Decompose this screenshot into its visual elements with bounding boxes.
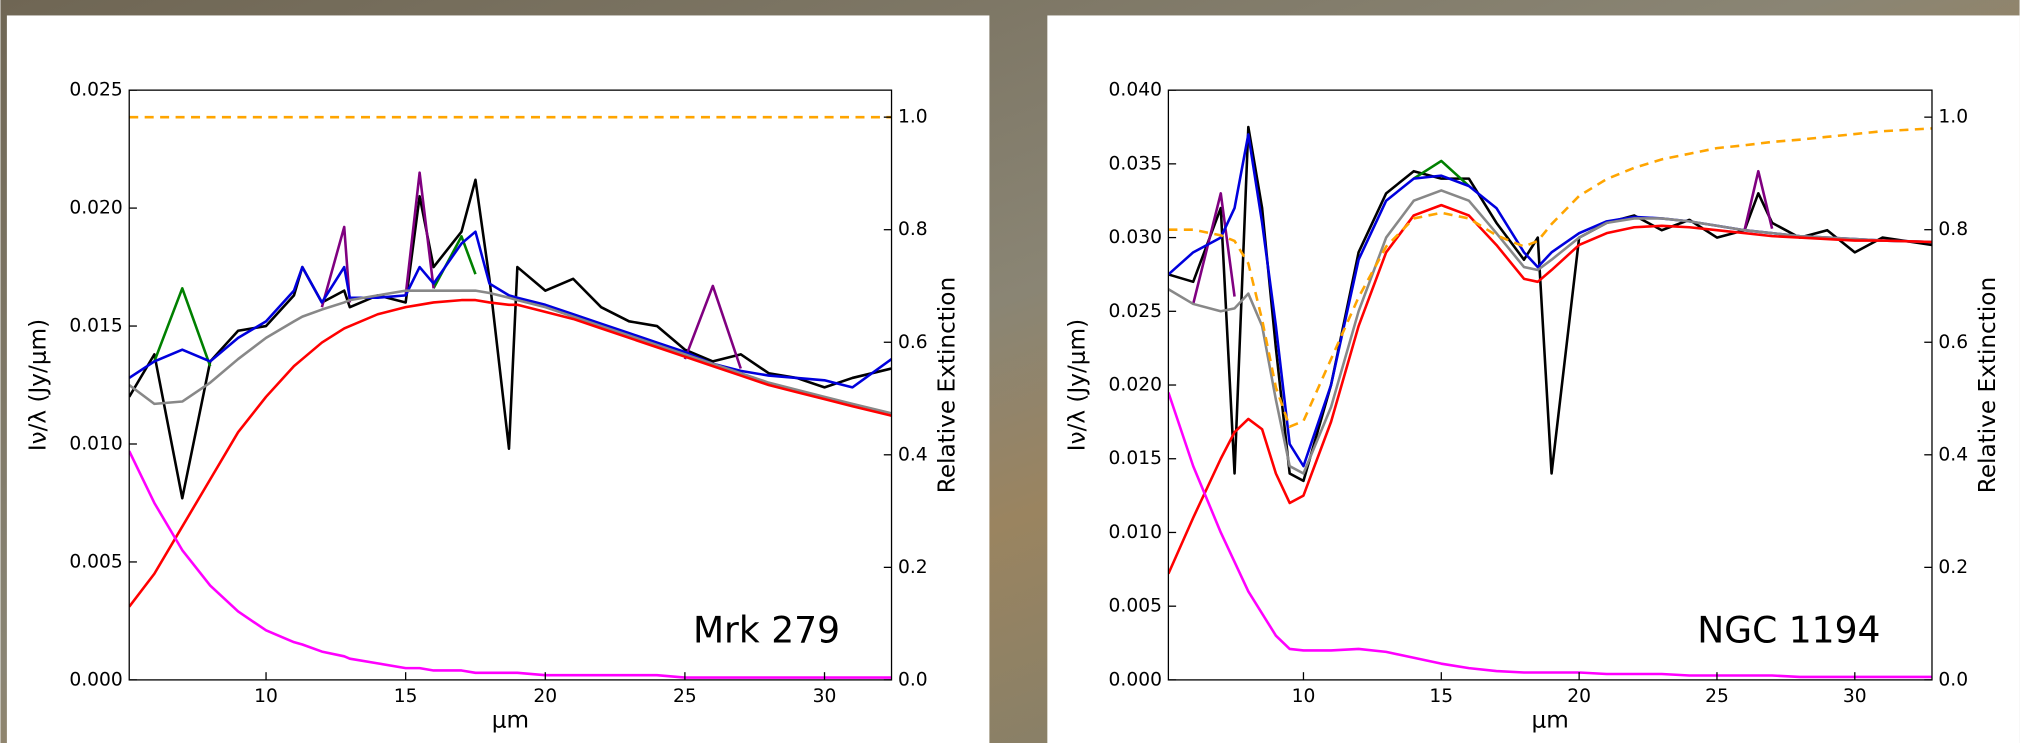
y2-tick-label: 0.4 (1938, 444, 1968, 465)
data-line (1191, 169, 1774, 305)
x-tick-label: 20 (533, 686, 557, 707)
x-tick-label: 30 (1843, 686, 1867, 707)
y-tick-label: 0.025 (1109, 301, 1162, 322)
y-axis-label: Iν/λ (Jy/μm) (25, 319, 52, 451)
y-tick-label: 0.000 (1109, 669, 1162, 690)
y-tick-label: 0.005 (1109, 596, 1162, 617)
y2-tick-label: 0.6 (898, 332, 928, 353)
y-axis-label: Iν/λ (Jy/μm) (1064, 319, 1091, 451)
x-tick-label: 25 (1705, 686, 1729, 707)
y-tick-label: 0.025 (69, 80, 122, 101)
y2-tick-label: 0.2 (898, 557, 928, 578)
y-tick-label: 0.030 (1109, 227, 1162, 248)
data-line (1168, 203, 1932, 575)
x-tick-label: 10 (254, 686, 278, 707)
x-tick-label: 20 (1567, 686, 1591, 707)
y2-tick-label: 1.0 (898, 107, 928, 128)
data-line (1168, 391, 1932, 679)
y-tick-label: 0.020 (69, 198, 122, 219)
y-tick-label: 0.015 (69, 316, 122, 337)
data-line (129, 230, 892, 389)
y2-axis-label: Relative Extinction (934, 277, 961, 493)
panel (6, 15, 990, 743)
y2-tick-label: 1.0 (1938, 107, 1968, 128)
y2-tick-label: 0.0 (898, 669, 928, 690)
x-tick-label: 30 (813, 686, 837, 707)
y2-tick-label: 0.0 (1938, 669, 1968, 690)
y2-axis-label: Relative Extinction (1974, 277, 2001, 493)
data-line (1168, 127, 1932, 428)
y-tick-label: 0.015 (1109, 448, 1162, 469)
y-tick-label: 0.010 (1109, 522, 1162, 543)
x-axis-label: μm (1532, 707, 1569, 734)
y2-tick-label: 0.8 (898, 219, 928, 240)
data-line (320, 171, 742, 369)
y-tick-label: 0.005 (69, 551, 122, 572)
y-tick-label: 0.000 (69, 669, 122, 690)
data-line (1168, 189, 1932, 475)
annotation: NGC 1194 (1697, 609, 1880, 651)
y-tick-label: 0.040 (1109, 80, 1162, 101)
x-tick-label: 15 (1429, 686, 1453, 707)
data-line (129, 450, 892, 679)
y2-tick-label: 0.4 (898, 444, 928, 465)
plot (129, 115, 892, 679)
y2-tick-label: 0.2 (1938, 557, 1968, 578)
data-line (129, 289, 892, 415)
plot (1168, 125, 1932, 679)
x-tick-label: 10 (1292, 686, 1316, 707)
panel (1047, 15, 2020, 743)
data-line (129, 178, 892, 500)
x-axis-label: μm (492, 707, 529, 734)
y2-tick-label: 0.6 (1938, 332, 1968, 353)
plot-frame (128, 89, 893, 681)
data-line (1413, 159, 1470, 187)
data-line (129, 298, 892, 608)
y-tick-label: 0.020 (1109, 375, 1162, 396)
x-tick-label: 25 (673, 686, 697, 707)
x-tick-label: 15 (394, 686, 418, 707)
y-tick-label: 0.010 (69, 433, 122, 454)
y-tick-label: 0.035 (1109, 153, 1162, 174)
y2-tick-label: 0.8 (1938, 219, 1968, 240)
annotation: Mrk 279 (693, 609, 840, 651)
